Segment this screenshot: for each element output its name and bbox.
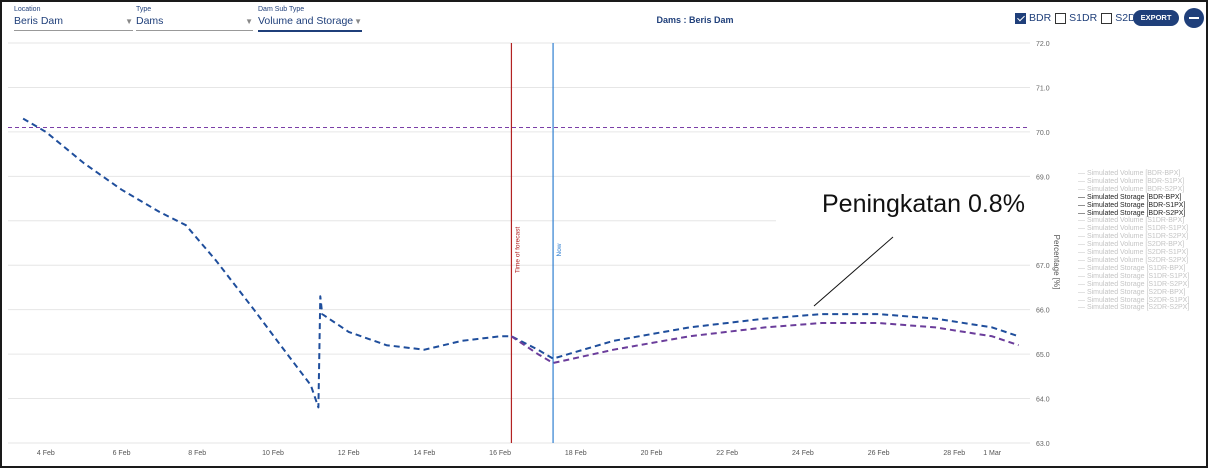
series-bdr-s1px-line: [510, 322, 1019, 364]
dam-sub-type-underline: [258, 30, 362, 32]
x-tick-label: 26 Feb: [868, 450, 890, 457]
legend-item[interactable]: Simulated Volume [S1DR-S1PX]: [1078, 225, 1189, 233]
type-underline: [136, 30, 253, 31]
location-underline: [14, 30, 133, 31]
legend-item[interactable]: Simulated Volume [BDR-S1PX]: [1078, 178, 1189, 186]
y-tick-label: 72.0: [1036, 41, 1050, 48]
dam-sub-type-select[interactable]: Dam Sub Type Volume and Storage ▼: [258, 6, 362, 32]
x-tick-label: 14 Feb: [413, 450, 435, 457]
type-value: Dams: [136, 15, 164, 27]
checkbox-bdr[interactable]: BDR: [1015, 12, 1051, 24]
chart-legend: Simulated Volume [BDR-BPX]Simulated Volu…: [1078, 170, 1189, 312]
x-tick-label: 18 Feb: [565, 450, 587, 457]
y-tick-label: 63.0: [1036, 441, 1050, 448]
x-tick-label: 8 Feb: [188, 450, 206, 457]
checkbox-icon[interactable]: [1015, 12, 1026, 24]
x-tick-label: 22 Feb: [716, 450, 738, 457]
y-tick-label: 65.0: [1036, 352, 1050, 359]
legend-item[interactable]: Simulated Storage [BDR-S2PX]: [1078, 210, 1189, 218]
x-tick-label: 6 Feb: [113, 450, 131, 457]
checkbox-icon[interactable]: [1055, 12, 1067, 24]
y-tick-label: 71.0: [1036, 85, 1050, 92]
legend-item[interactable]: Simulated Storage [S2DR-S1PX]: [1078, 297, 1189, 305]
legend-item[interactable]: Simulated Storage [S2DR-BPX]: [1078, 289, 1189, 297]
chevron-down-icon[interactable]: ▼: [125, 16, 133, 26]
dam-sub-type-label: Dam Sub Type: [258, 6, 305, 13]
y-tick-label: 67.0: [1036, 263, 1050, 270]
chevron-down-icon[interactable]: ▼: [354, 16, 362, 26]
legend-item[interactable]: Simulated Storage [S1DR-S2PX]: [1078, 281, 1189, 289]
x-tick-label: 10 Feb: [262, 450, 284, 457]
x-tick-label: 12 Feb: [338, 450, 360, 457]
y-tick-label: 69.0: [1036, 174, 1050, 181]
x-tick-label: 16 Feb: [489, 450, 511, 457]
y-axis-label: Percentage [%]: [1052, 235, 1061, 290]
annotation-text: Peningkatan 0.8%: [822, 190, 1025, 218]
checkbox-s1dr[interactable]: S1DR: [1055, 12, 1097, 24]
type-label: Type: [136, 6, 152, 13]
y-tick-label: 66.0: [1036, 308, 1050, 315]
legend-item[interactable]: Simulated Volume [S2DR-BPX]: [1078, 241, 1189, 249]
type-select[interactable]: Type Dams ▼: [136, 6, 253, 31]
page-title: Dams : Beris Dam: [656, 15, 734, 25]
checkbox-s1dr-label: S1DR: [1069, 12, 1098, 24]
dam-sub-type-value: Volume and Storage: [258, 15, 354, 27]
legend-item[interactable]: Simulated Storage [BDR-S1PX]: [1078, 202, 1189, 210]
checkbox-bdr-label: BDR: [1029, 12, 1052, 24]
x-tick-label: 20 Feb: [641, 450, 663, 457]
now-line-label: Now: [556, 243, 563, 256]
time-of-forecast-line-label: Time of forecast: [514, 227, 521, 274]
annotation-backdrop: [776, 180, 1076, 225]
y-tick-label: 64.0: [1036, 397, 1050, 404]
x-tick-label: 4 Feb: [37, 450, 55, 457]
x-tick-label: 28 Feb: [943, 450, 965, 457]
location-value: Beris Dam: [14, 15, 64, 27]
legend-item[interactable]: Simulated Storage [BDR-BPX]: [1078, 194, 1189, 202]
location-select[interactable]: Location Beris Dam ▼: [14, 6, 133, 31]
legend-item[interactable]: Simulated Volume [BDR-S2PX]: [1078, 186, 1189, 194]
export-button[interactable]: EXPORT: [1133, 10, 1179, 26]
x-tick-label: 1 Mar: [983, 450, 1002, 457]
legend-item[interactable]: Simulated Volume [S2DR-S1PX]: [1078, 249, 1189, 257]
chevron-down-icon[interactable]: ▼: [245, 16, 253, 26]
legend-item[interactable]: Simulated Storage [S2DR-S2PX]: [1078, 304, 1189, 312]
legend-item[interactable]: Simulated Storage [S1DR-BPX]: [1078, 265, 1189, 273]
legend-item[interactable]: Simulated Storage [S1DR-S1PX]: [1078, 273, 1189, 281]
annotation-pointer: [813, 236, 894, 307]
x-tick-label: 24 Feb: [792, 450, 814, 457]
y-tick-label: 70.0: [1036, 130, 1050, 137]
minus-circle-icon[interactable]: [1184, 8, 1204, 28]
legend-item[interactable]: Simulated Volume [S1DR-S2PX]: [1078, 233, 1189, 241]
location-label: Location: [14, 6, 41, 13]
legend-item[interactable]: Simulated Volume [S2DR-S2PX]: [1078, 257, 1189, 265]
checkbox-icon[interactable]: [1101, 12, 1113, 24]
legend-item[interactable]: Simulated Volume [BDR-BPX]: [1078, 170, 1189, 178]
series-bdr-bpx-line: [22, 117, 1019, 409]
legend-item[interactable]: Simulated Volume [S1DR-BPX]: [1078, 217, 1189, 225]
